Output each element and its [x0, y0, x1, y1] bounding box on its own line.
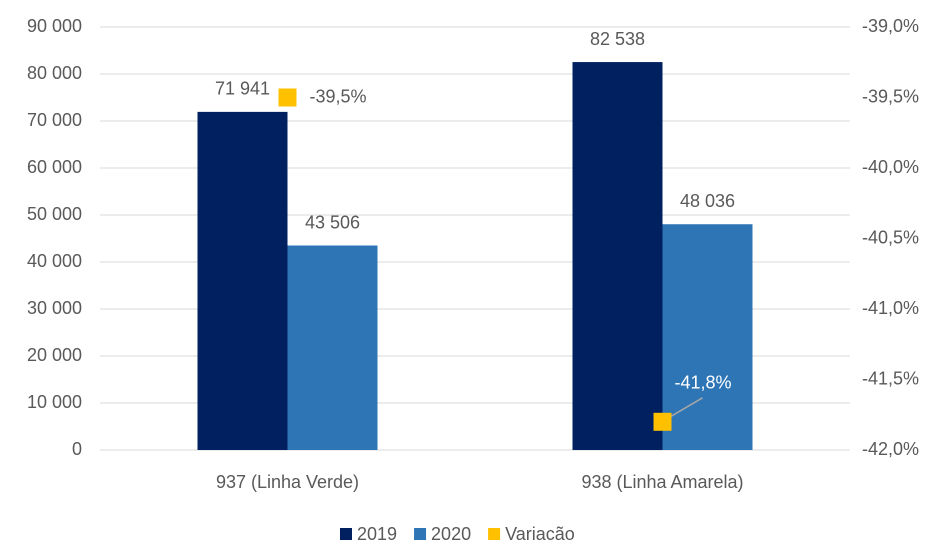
data-label: -39,5%: [310, 86, 367, 106]
legend-swatch: [340, 528, 352, 540]
data-label: 82 538: [590, 29, 645, 49]
y-tick-label: 70 000: [27, 110, 82, 130]
y-tick-label: 80 000: [27, 63, 82, 83]
bar: [662, 224, 753, 450]
y2-tick-label: -41,5%: [862, 368, 919, 388]
y2-tick-label: -40,5%: [862, 227, 919, 247]
y-tick-label: 60 000: [27, 157, 82, 177]
y-tick-label: 50 000: [27, 204, 82, 224]
y-tick-label: 90 000: [27, 16, 82, 36]
data-label: 43 506: [305, 212, 360, 232]
y-tick-label: 40 000: [27, 251, 82, 271]
y2-tick-label: -39,5%: [862, 86, 919, 106]
legend-label: Variacão: [505, 524, 575, 544]
y2-tick-label: -39,0%: [862, 16, 919, 36]
data-label: 48 036: [680, 191, 735, 211]
legend-swatch: [488, 528, 501, 540]
data-label: 71 941: [215, 79, 270, 99]
y-tick-label: 10 000: [27, 392, 82, 412]
y-tick-label: 30 000: [27, 298, 82, 318]
x-tick-label: 938 (Linha Amarela): [581, 472, 743, 492]
legend-label: 2019: [357, 524, 397, 544]
marker: [278, 88, 297, 107]
bar: [287, 245, 378, 450]
legend-swatch: [414, 528, 427, 540]
y-tick-label: 0: [72, 439, 82, 459]
data-label: -41,8%: [675, 373, 732, 393]
y2-tick-label: -42,0%: [862, 439, 919, 459]
bar: [572, 62, 663, 450]
y2-tick-label: -41,0%: [862, 298, 919, 318]
leader-line: [668, 397, 703, 419]
x-tick-label: 937 (Linha Verde): [216, 472, 359, 492]
y2-tick-label: -40,0%: [862, 157, 919, 177]
bar: [197, 111, 288, 451]
legend-label: 2020: [431, 524, 471, 544]
marker: [653, 412, 672, 431]
y-tick-label: 20 000: [27, 345, 82, 365]
